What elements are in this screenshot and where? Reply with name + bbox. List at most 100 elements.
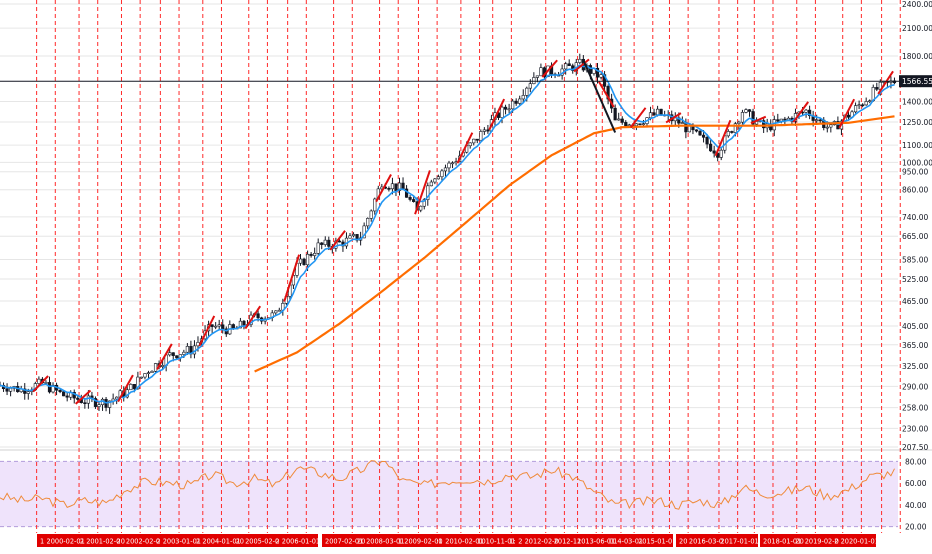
price-tick-label: 665.00 [902, 232, 928, 241]
candle-body [373, 198, 377, 212]
candle-body [518, 98, 522, 104]
candle-body [617, 118, 621, 121]
candle-body [327, 239, 331, 247]
date-label: 2008-03-01 [366, 538, 404, 546]
date-label: 20 [236, 538, 244, 546]
price-tick-label: 1100.00 [902, 141, 932, 150]
candle-body [298, 258, 303, 264]
candle-body [107, 400, 112, 408]
candle-body [210, 324, 214, 327]
rsi-tick-label: 80.00 [905, 457, 927, 466]
candle-body [730, 131, 734, 133]
candle-body [182, 351, 186, 355]
price-tick-label: 405.00 [902, 322, 928, 331]
candle-body [408, 197, 412, 200]
date-label-strip [37, 534, 318, 547]
candle-body [783, 118, 787, 121]
candle-body [422, 199, 426, 207]
candle-body [613, 107, 617, 121]
candle-body [818, 119, 822, 122]
rsi-line [0, 460, 895, 510]
price-tick-label: 258.00 [902, 404, 928, 413]
candle-body [588, 65, 593, 74]
candle-body [426, 185, 430, 200]
price-tick-label: 1800.00 [902, 52, 932, 61]
date-label: 2010-02-01 [445, 538, 483, 546]
candle-body [733, 123, 737, 133]
signal-stroke [488, 98, 506, 131]
candle-body [511, 100, 515, 110]
rsi-tick-label: 20.00 [905, 523, 927, 532]
price-tick-label: 525.00 [902, 275, 928, 284]
candle-body [680, 122, 684, 124]
candle-body [146, 372, 151, 374]
candle-body [868, 100, 872, 103]
signal-stroke [32, 375, 49, 393]
candle-body [535, 75, 539, 78]
date-label: 1 [40, 538, 44, 546]
signal-stroke [74, 389, 92, 405]
signal-stroke [629, 107, 647, 129]
candle-body [433, 178, 437, 183]
signal-stroke [573, 58, 590, 73]
candle-body [853, 105, 858, 113]
date-label: 1: [509, 538, 515, 546]
candle-body [486, 129, 490, 132]
candle-body [638, 123, 642, 126]
candle-body [595, 67, 600, 78]
candle-body [238, 320, 243, 329]
candle-body [429, 181, 433, 187]
candle-body [468, 142, 472, 147]
candle-body [168, 352, 172, 356]
candle-body [825, 126, 829, 129]
candle-body [641, 123, 646, 125]
date-label: 2 [518, 538, 522, 546]
price-tick-label: 2400.00 [902, 0, 932, 9]
candle-body [804, 109, 808, 113]
candle-body [394, 183, 398, 191]
candle-body [599, 74, 603, 78]
candle-body [652, 112, 656, 116]
candle-body [712, 150, 716, 154]
candle-body [815, 119, 819, 122]
ema-fast-line [0, 64, 895, 404]
signal-stroke [838, 98, 856, 129]
candle-body [624, 122, 628, 127]
candle-body [305, 253, 310, 266]
date-label: 2012-11 [554, 538, 582, 546]
candle-body [323, 239, 327, 245]
candle-body [440, 170, 444, 178]
signal-stroke [792, 101, 810, 123]
signal-stroke [117, 374, 134, 403]
price-tick-label: 950.00 [902, 168, 928, 177]
price-tick-label: 860.00 [902, 186, 928, 195]
candle-body [808, 109, 812, 117]
candle-body [634, 123, 638, 126]
candle-body [578, 58, 582, 63]
candle-body [875, 87, 879, 90]
date-label: 20 [357, 538, 365, 546]
candle-body [161, 365, 165, 367]
candle-body [132, 384, 136, 390]
date-label: 20 [117, 538, 125, 546]
date-label-strip [322, 534, 673, 547]
candle-body [726, 131, 730, 137]
price-tick-label: 207.50 [902, 443, 928, 452]
candle-body [747, 109, 752, 112]
candle-body [532, 77, 536, 85]
candle-body [528, 83, 532, 89]
candle-body [447, 162, 451, 169]
price-tick-label: 585.00 [902, 255, 928, 264]
candle-body [539, 67, 543, 77]
date-label: 1010-11-01 [477, 538, 515, 546]
candle-body [214, 325, 218, 328]
candle-body [482, 129, 486, 132]
candle-body [500, 106, 504, 118]
candle-body [58, 389, 62, 393]
date-label: 2006-01-01 [282, 538, 320, 546]
date-label: 2000-02-01 [47, 538, 85, 546]
candle-body [620, 118, 624, 123]
date-label: 2016-03-0 [689, 538, 723, 546]
